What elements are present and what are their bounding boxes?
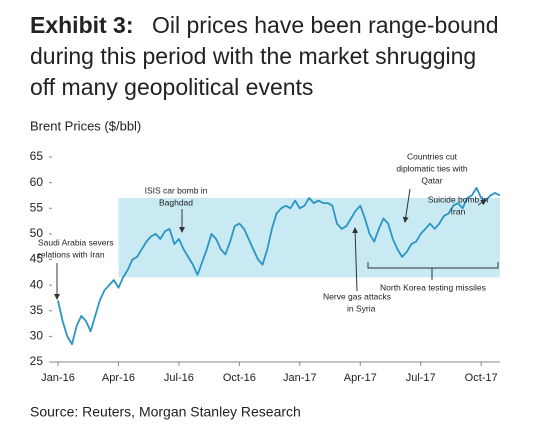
annotation-arrow bbox=[402, 188, 411, 223]
price-line bbox=[57, 186, 501, 345]
annotation-arrow bbox=[352, 227, 359, 292]
source: Source: Reuters, Morgan Stanley Research bbox=[30, 404, 301, 420]
annotation: relations with Iran bbox=[38, 249, 105, 259]
annotation: Baghdad bbox=[159, 197, 193, 207]
x-tick-label: Jul-16 bbox=[164, 372, 194, 384]
x-tick-label: Jan-17 bbox=[283, 372, 317, 384]
annotation: Nerve gas attacks bbox=[323, 291, 391, 301]
range-band bbox=[118, 198, 500, 278]
annotation: Countries cut bbox=[407, 151, 458, 161]
x-tick-label: Apr-16 bbox=[102, 372, 135, 384]
annotation: in Syria bbox=[347, 303, 376, 313]
y-tick-label: 60 bbox=[30, 175, 44, 189]
title-line: off many geopolitical events bbox=[30, 74, 313, 100]
x-tick-label: Jul-17 bbox=[406, 372, 436, 384]
x-tick-label: Apr-17 bbox=[344, 372, 377, 384]
annotation: Iran bbox=[451, 206, 466, 216]
y-tick-label: 25 bbox=[30, 354, 44, 368]
x-tick-label: Jan-16 bbox=[41, 372, 75, 384]
y-tick-label: 45 bbox=[30, 252, 44, 266]
annotation: Suicide bomb in bbox=[428, 194, 489, 204]
annotation: diplomatic ties with bbox=[396, 163, 468, 173]
y-tick-label: 30 bbox=[30, 329, 44, 343]
x-tick-label: Oct-16 bbox=[223, 372, 256, 384]
annotation: Saudi Arabia severs bbox=[38, 237, 114, 247]
annotation: ISIS car bomb in bbox=[145, 185, 208, 195]
y-tick-label: 55 bbox=[30, 200, 44, 214]
annotation: Qatar bbox=[421, 175, 442, 185]
title-label: Exhibit 3: bbox=[30, 12, 134, 38]
y-axis-label: Brent Prices ($/bbl) bbox=[30, 118, 141, 133]
annotation-arrow bbox=[477, 199, 487, 206]
annotation: North Korea testing missiles bbox=[380, 282, 486, 292]
y-tick-label: 35 bbox=[30, 303, 44, 317]
x-tick-label: Oct-17 bbox=[465, 372, 498, 384]
title-line: Oil prices have been range-bound bbox=[152, 12, 499, 38]
bracket bbox=[367, 262, 499, 280]
y-tick-label: 50 bbox=[30, 226, 44, 240]
title-line: during this period with the market shrug… bbox=[30, 43, 476, 69]
bracket-line bbox=[367, 262, 499, 280]
y-tick-label: 65 bbox=[30, 149, 44, 163]
y-tick-label: 40 bbox=[30, 277, 44, 291]
